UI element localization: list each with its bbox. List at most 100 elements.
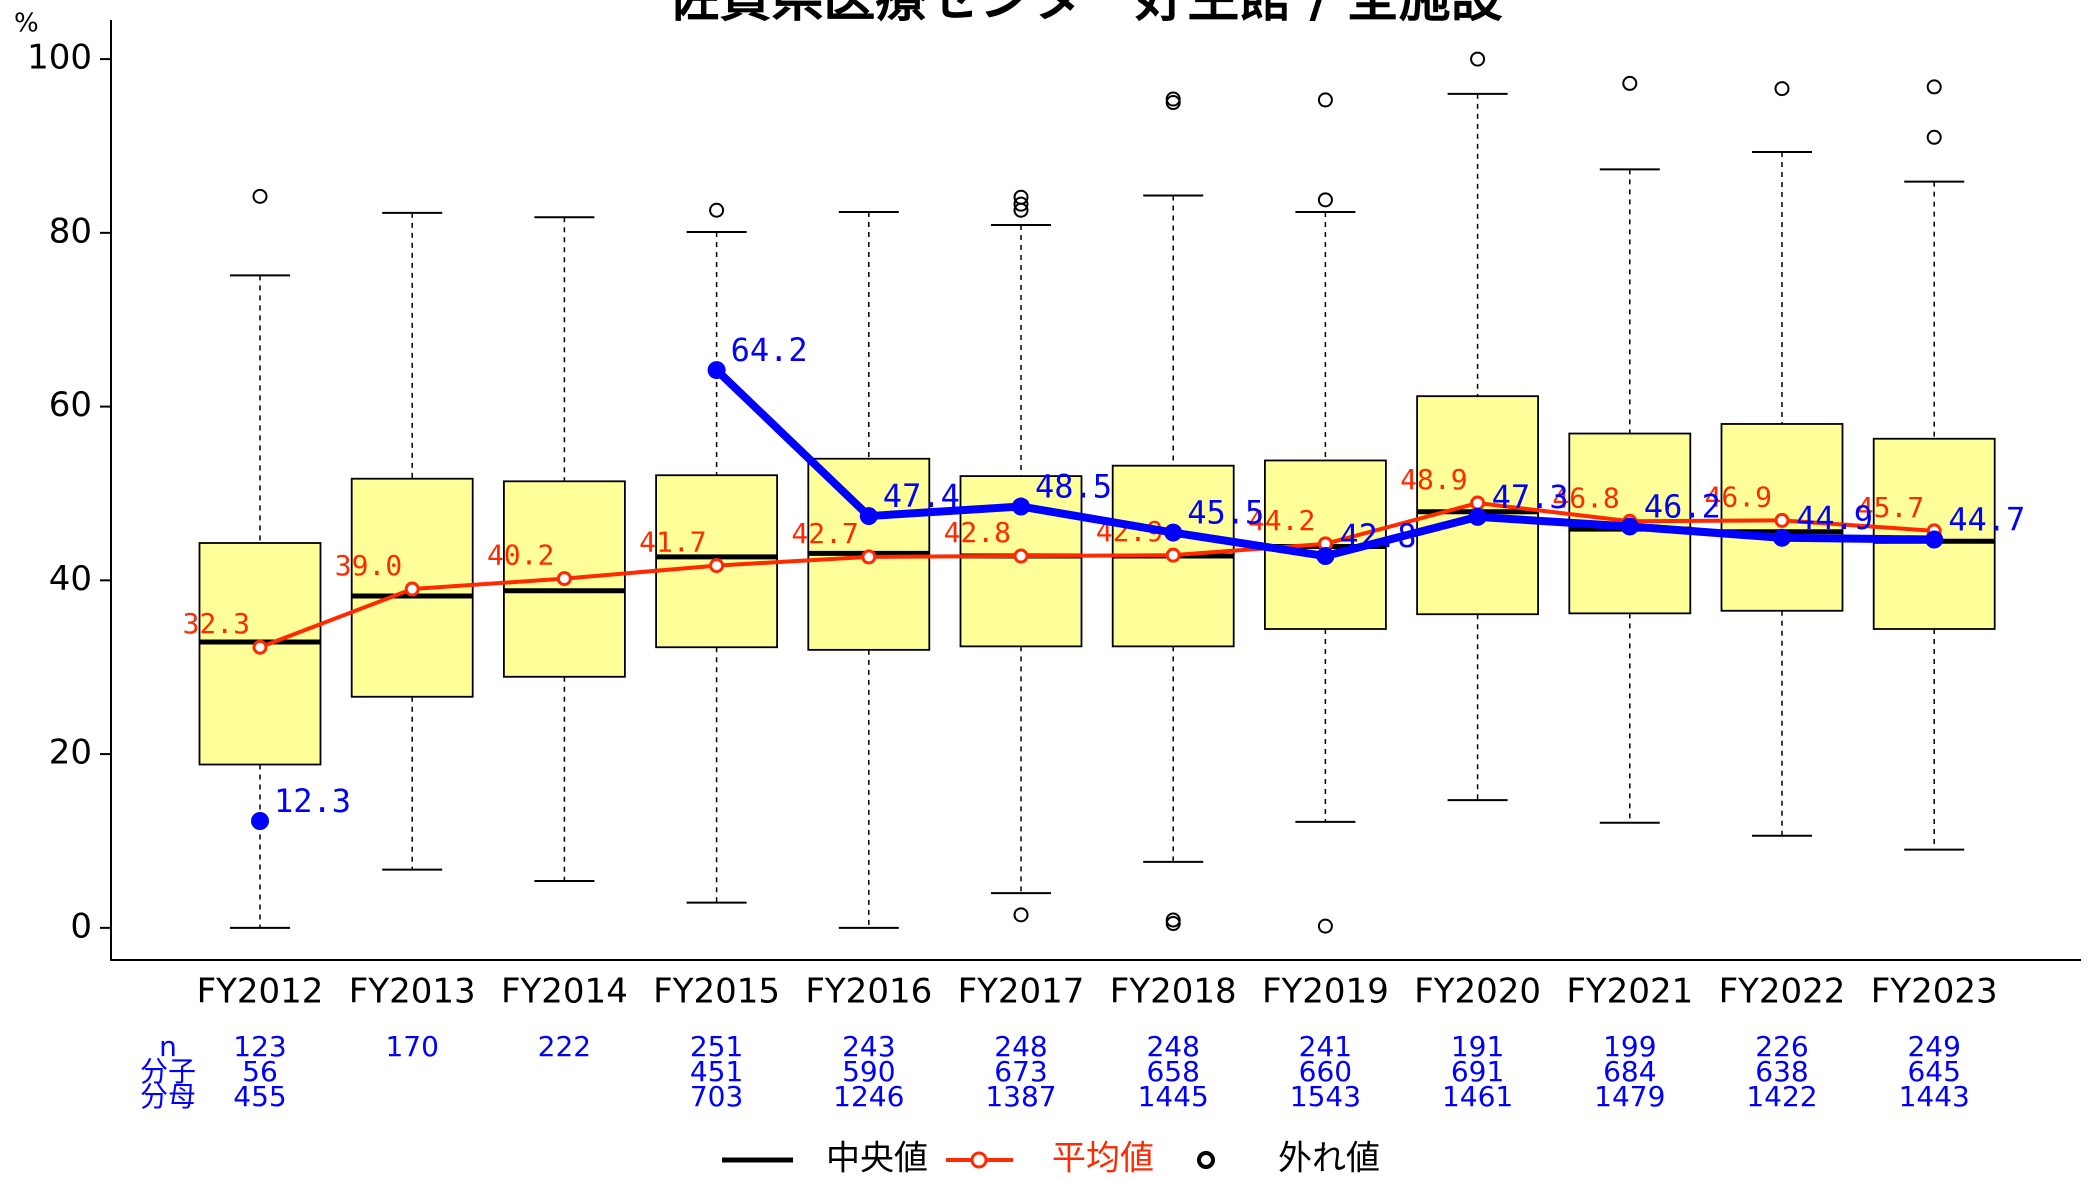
table-cell: 703 (690, 1080, 743, 1113)
table-cell: 1543 (1290, 1080, 1361, 1113)
y-tick-label: 40 (49, 559, 92, 599)
mean-line (259, 501, 1935, 650)
table-cell: 56 (242, 1055, 278, 1088)
outlier (1165, 916, 1181, 932)
outlier (1926, 79, 1942, 95)
x-tick-label: FY2020 (1414, 972, 1541, 1012)
table-cell: 1422 (1746, 1080, 1817, 1113)
outlier (1317, 918, 1333, 934)
hospital-point (859, 507, 878, 526)
hospital-point (1773, 528, 1791, 547)
hospital-label: 64.2 (731, 331, 808, 369)
x-tick-label: FY2014 (501, 972, 628, 1012)
y-tick-label: 0 (70, 906, 92, 946)
legend-label: 外れ値 (1278, 1139, 1380, 1179)
x-tick-label: FY2021 (1566, 972, 1693, 1012)
table-cell: 691 (1451, 1055, 1504, 1088)
mean-label: 44.2 (1248, 504, 1315, 537)
chart-title: 佐賀県医療センター好生館 / 全施設 (666, 0, 1502, 29)
hospital-label: 48.5 (1035, 468, 1112, 506)
hospital-point (251, 811, 269, 830)
outlier (1470, 51, 1486, 67)
y-tick-label: 80 (49, 211, 92, 251)
x-tick-label: FY2016 (805, 972, 932, 1012)
table-cell: 222 (538, 1030, 591, 1063)
table-cell: 1445 (1138, 1080, 1209, 1113)
mean-label: 32.3 (183, 607, 250, 640)
table-row-label: n (159, 1030, 177, 1063)
hospital-label: 47.3 (1492, 478, 1569, 516)
hospital-point (1012, 497, 1030, 516)
hospital-label: 47.4 (883, 477, 960, 515)
hospital-label: 44.7 (1948, 501, 2025, 539)
table-cell: 451 (690, 1055, 743, 1088)
table-cell: 170 (385, 1030, 438, 1063)
table-cell: 248 (994, 1030, 1047, 1063)
mean-label: 45.7 (1857, 491, 1924, 524)
table-cell: 199 (1603, 1030, 1656, 1063)
outlier (1165, 95, 1181, 111)
mean-label: 48.9 (1400, 463, 1467, 496)
mean-point (1470, 495, 1486, 511)
mean-point (404, 581, 420, 597)
x-tick-label: FY2013 (349, 972, 476, 1012)
table-cell: 226 (1755, 1030, 1808, 1063)
outlier (1013, 907, 1029, 923)
outlier (1317, 92, 1333, 108)
outlier (1013, 202, 1029, 218)
y-tick-label: 60 (49, 385, 92, 425)
hospital-label: 46.2 (1644, 487, 1721, 525)
outlier (252, 188, 268, 204)
mean-point (1013, 548, 1029, 564)
hospital-point (1468, 507, 1487, 526)
table-cell: 1461 (1442, 1080, 1513, 1113)
legend-label: 中央値 (826, 1139, 928, 1179)
x-tick-label: FY2017 (958, 972, 1085, 1012)
table-cell: 249 (1907, 1030, 1960, 1063)
table-cell: 455 (233, 1080, 286, 1113)
table-cell: 243 (842, 1030, 895, 1063)
table-cell: 191 (1451, 1030, 1504, 1063)
mean-point (556, 571, 572, 587)
mean-point (1165, 547, 1181, 563)
outlier (1774, 81, 1790, 97)
legend-outlier (1197, 1151, 1215, 1169)
legend-mean-marker (970, 1151, 988, 1169)
outlier (1317, 192, 1333, 208)
hospital-label: 42.8 (1339, 517, 1416, 555)
x-tick-label: FY2022 (1719, 972, 1846, 1012)
table-cell: 123 (233, 1030, 286, 1063)
outlier (1622, 75, 1638, 91)
outlier (1926, 129, 1942, 145)
table-cell: 251 (690, 1030, 743, 1063)
hospital-point (1164, 523, 1183, 542)
table-cell: 658 (1146, 1055, 1199, 1088)
mean-label: 39.0 (335, 549, 402, 582)
mean-point (709, 558, 725, 574)
hospital-label: 45.5 (1187, 494, 1264, 532)
table-cell: 684 (1603, 1055, 1656, 1088)
table-cell: 248 (1146, 1030, 1199, 1063)
hospital-point (1925, 530, 1944, 549)
table-cell: 241 (1299, 1030, 1352, 1063)
table-cell: 638 (1755, 1055, 1808, 1088)
mean-label: 42.8 (944, 516, 1011, 549)
x-tick-label: FY2019 (1262, 972, 1389, 1012)
x-tick-label: FY2015 (653, 972, 780, 1012)
table-cell: 1246 (833, 1080, 904, 1113)
legend-label: 平均値 (1052, 1139, 1154, 1179)
table-cell: 1443 (1899, 1080, 1970, 1113)
mean-point (252, 639, 268, 655)
table-row-label: 分子 (140, 1055, 196, 1088)
x-tick-label: FY2023 (1871, 972, 1998, 1012)
x-tick-label: FY2012 (197, 972, 324, 1012)
hospital-label: 12.3 (274, 782, 351, 820)
mean-label: 41.7 (639, 526, 706, 559)
table-cell: 1479 (1594, 1080, 1665, 1113)
table-cell: 590 (842, 1055, 895, 1088)
mean-label: 46.9 (1705, 480, 1772, 513)
outlier (709, 202, 725, 218)
table-row-label: 分母 (140, 1080, 196, 1113)
table-cell: 660 (1299, 1055, 1352, 1088)
mean-label: 46.8 (1552, 481, 1619, 514)
